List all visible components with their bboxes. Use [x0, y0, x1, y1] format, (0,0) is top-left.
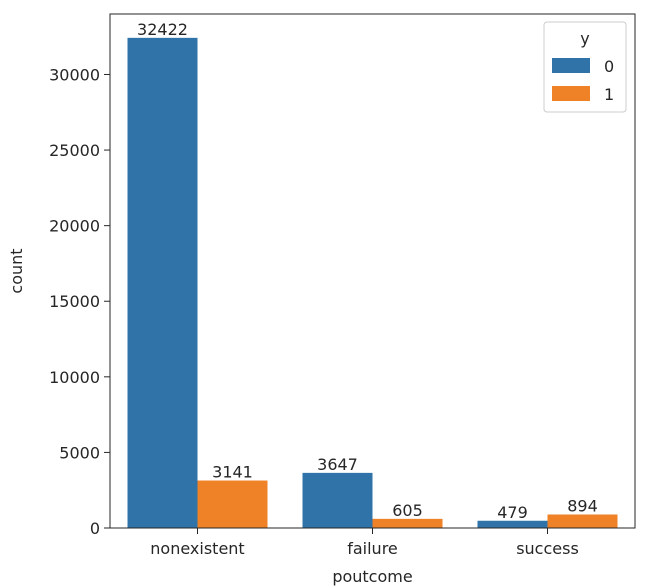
- legend: y 01: [543, 21, 627, 113]
- bar-failure-y0: [302, 472, 373, 528]
- bar-success-y1: [547, 514, 618, 528]
- y-axis-label: count: [7, 248, 26, 293]
- bar-failure-y1: [372, 518, 443, 528]
- bar-value-label: 894: [567, 496, 598, 515]
- x-axis: nonexistent failure success: [150, 528, 579, 558]
- bar-nonexistent-y0: [127, 37, 198, 528]
- bar-value-label: 3647: [317, 455, 358, 474]
- y-tick-label: 25000: [49, 141, 100, 160]
- x-axis-label: poutcome: [332, 567, 412, 586]
- x-tick-label: failure: [347, 539, 398, 558]
- bar-labels-group: 32422 3647 479 3141 605 894: [137, 20, 598, 522]
- y-tick-label: 5000: [59, 443, 100, 462]
- bar-value-label: 32422: [137, 20, 188, 39]
- legend-swatch: [552, 86, 590, 101]
- bar-nonexistent-y1: [197, 480, 268, 528]
- y-tick-label: 0: [90, 519, 100, 538]
- legend-label: 0: [604, 57, 614, 76]
- x-tick-label: success: [516, 539, 579, 558]
- legend-items: 01: [552, 57, 614, 104]
- bar-value-label: 479: [497, 503, 528, 522]
- y-tick-label: 20000: [49, 217, 100, 236]
- bar-value-label: 3141: [212, 463, 253, 482]
- legend-title: y: [580, 29, 589, 48]
- legend-label: 1: [604, 85, 614, 104]
- bar-value-label: 605: [392, 501, 423, 520]
- x-tick-label: nonexistent: [150, 539, 244, 558]
- y-tick-label: 15000: [49, 292, 100, 311]
- y-tick-label: 10000: [49, 368, 100, 387]
- y-tick-label: 30000: [49, 65, 100, 84]
- bar-success-y0: [477, 520, 548, 528]
- bars-group: [127, 37, 618, 528]
- y-axis: 0 5000 10000 15000 20000 25000 30000: [49, 65, 110, 538]
- legend-swatch: [552, 58, 590, 73]
